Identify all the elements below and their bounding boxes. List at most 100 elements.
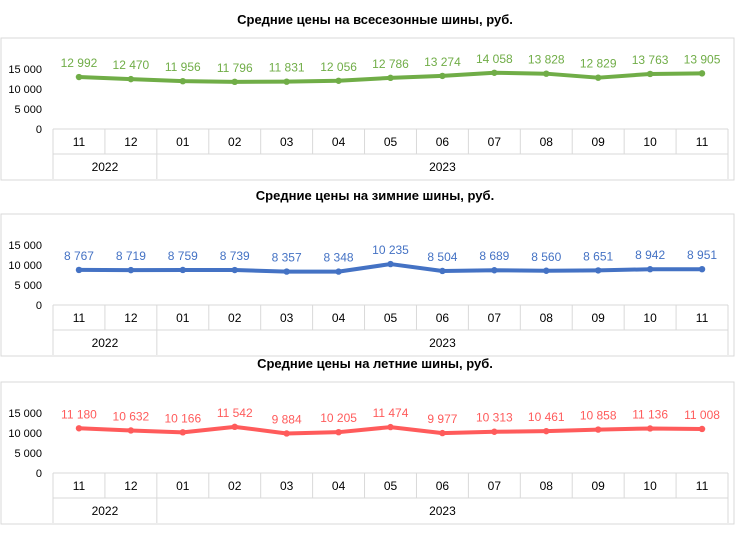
data-label: 8 951 — [687, 248, 717, 262]
y-tick-label: 5 000 — [14, 104, 42, 116]
data-point — [646, 266, 654, 273]
x-tick-label: 02 — [228, 479, 242, 493]
data-label: 12 829 — [580, 57, 617, 71]
x-tick-label: 06 — [436, 479, 450, 493]
data-point — [543, 70, 550, 77]
x-tick-label: 08 — [540, 479, 554, 493]
data-point — [543, 427, 550, 435]
y-tick-label: 0 — [36, 124, 42, 136]
x-tick-label: 01 — [176, 479, 190, 493]
data-label: 11 831 — [269, 61, 305, 75]
x-tick-label: 12 — [124, 479, 138, 493]
data-point — [179, 429, 187, 436]
data-label: 10 858 — [580, 409, 617, 423]
x-tick-label: 01 — [176, 135, 190, 149]
data-label: 12 992 — [61, 56, 98, 70]
data-point — [646, 425, 654, 432]
chart-frame — [0, 381, 735, 525]
x-tick-label: 06 — [436, 311, 450, 325]
data-label: 12 470 — [113, 58, 150, 72]
data-label: 13 763 — [632, 53, 669, 67]
data-point — [231, 423, 238, 431]
x-tick-label: 04 — [332, 479, 346, 493]
x-tick-label: 11 — [73, 135, 86, 149]
y-tick-label: 0 — [36, 300, 42, 312]
data-point — [698, 265, 706, 273]
data-label: 11 542 — [217, 406, 253, 420]
x-tick-label: 05 — [384, 135, 398, 149]
data-point — [439, 267, 446, 275]
x-tick-label: 11 — [73, 311, 86, 325]
data-point — [439, 429, 446, 437]
data-point — [543, 267, 550, 274]
y-tick-label: 10 000 — [8, 260, 42, 272]
chart-panel: Средние цены на летние шины, руб. 0 5 000 1… — [0, 356, 735, 525]
year-group-label: 2022 — [92, 160, 119, 174]
chart-title: Средние цены на всесезонные шины, руб. — [237, 12, 513, 27]
data-point — [491, 428, 498, 435]
y-tick-label: 15 000 — [8, 240, 42, 252]
y-tick-label: 15 000 — [8, 408, 42, 420]
x-tick-label: 04 — [332, 135, 346, 149]
x-tick-label: 09 — [592, 135, 606, 149]
data-point — [698, 425, 706, 433]
year-group-label: 2022 — [92, 504, 119, 518]
x-tick-label: 05 — [384, 311, 398, 325]
data-label: 8 719 — [116, 249, 146, 263]
data-point — [594, 267, 602, 274]
x-tick-label: 11 — [696, 135, 709, 149]
year-group-label: 2022 — [92, 336, 119, 350]
y-tick-label: 10 000 — [8, 428, 42, 440]
x-tick-label: 10 — [643, 311, 657, 325]
data-label: 12 786 — [372, 57, 409, 71]
data-label: 11 008 — [684, 408, 720, 422]
x-tick-label: 10 — [643, 135, 657, 149]
x-tick-label: 11 — [73, 479, 86, 493]
data-label: 8 560 — [531, 250, 561, 264]
x-tick-label: 07 — [488, 311, 502, 325]
y-tick-label: 10 000 — [8, 84, 42, 96]
data-point — [335, 268, 342, 275]
data-point — [491, 267, 498, 274]
data-label: 8 357 — [272, 251, 302, 265]
x-tick-label: 04 — [332, 311, 346, 325]
x-tick-label: 12 — [124, 311, 138, 325]
x-tick-label: 06 — [436, 135, 450, 149]
x-tick-label: 07 — [488, 479, 502, 493]
data-label: 8 348 — [324, 251, 354, 265]
data-point — [335, 77, 342, 84]
x-tick-label: 02 — [228, 135, 242, 149]
chart-frame — [0, 213, 735, 357]
x-tick-label: 01 — [176, 311, 190, 325]
data-label: 8 504 — [427, 250, 457, 264]
chart-frame — [0, 37, 735, 181]
x-tick-label: 11 — [696, 311, 709, 325]
x-tick-label: 08 — [540, 135, 554, 149]
data-point — [127, 427, 135, 434]
data-point — [387, 423, 394, 431]
y-tick-label: 15 000 — [8, 64, 42, 76]
data-point — [594, 74, 602, 81]
data-label: 11 474 — [373, 406, 409, 420]
data-label: 12 056 — [320, 60, 357, 74]
data-point — [283, 78, 290, 85]
data-point — [127, 266, 135, 274]
data-point — [283, 430, 290, 437]
data-point — [283, 268, 290, 275]
x-tick-label: 10 — [643, 479, 657, 493]
chart-title: Средние цены на зимние шины, руб. — [256, 188, 494, 203]
x-tick-label: 09 — [592, 311, 606, 325]
data-point — [75, 73, 83, 81]
x-tick-label: 05 — [384, 479, 398, 493]
data-point — [491, 69, 498, 76]
chart-panel: Средние цены на всесезонные шины, руб.05… — [0, 12, 735, 181]
data-label: 8 942 — [635, 248, 665, 262]
data-point — [75, 266, 83, 274]
data-label: 10 235 — [372, 243, 409, 257]
x-tick-label: 03 — [280, 135, 294, 149]
data-label: 11 796 — [217, 61, 253, 75]
data-point — [387, 74, 394, 82]
data-label: 9 884 — [272, 412, 302, 426]
data-point — [231, 266, 238, 274]
